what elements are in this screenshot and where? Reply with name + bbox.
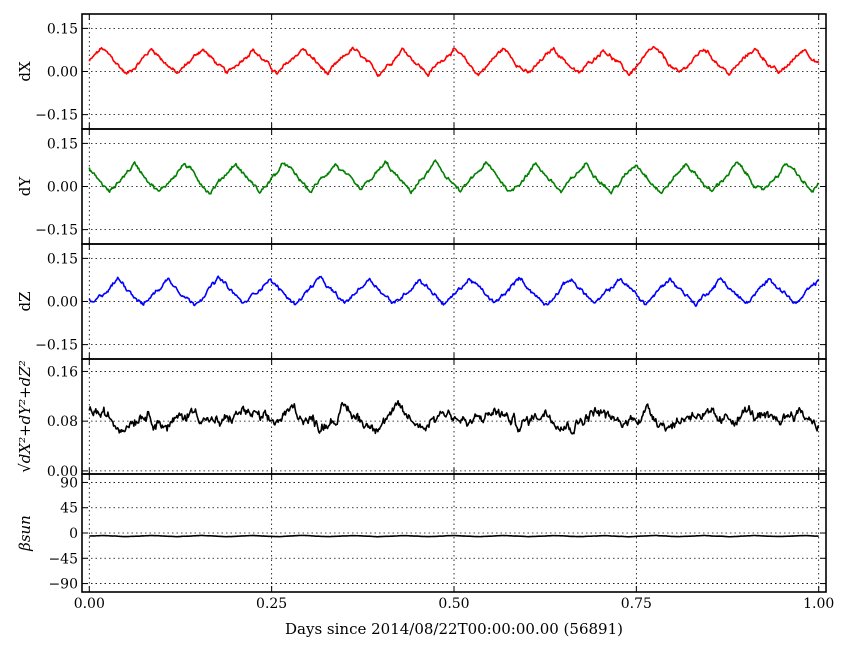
y-tick-label: 0.00 xyxy=(47,295,78,311)
plot-frame xyxy=(81,13,827,130)
series-line xyxy=(88,45,820,78)
y-tick-label: 0.15 xyxy=(47,136,78,152)
y-axis-label: dY xyxy=(16,176,34,197)
y-tick-label: 90 xyxy=(60,475,78,491)
y-tick-label: −0.15 xyxy=(35,223,78,239)
y-tick-label: 0 xyxy=(69,526,78,542)
subplot-5: 90 45 0 −45 −90 βsun xyxy=(16,473,827,593)
y-axis-label: βsun xyxy=(16,515,34,552)
y-tick-label: 0.15 xyxy=(47,251,78,267)
subplot-3: 0.15 0.00 −0.15 dZ xyxy=(16,243,827,360)
plot-frame xyxy=(81,243,827,360)
plot-frame xyxy=(81,358,827,475)
x-tick-label: 0.50 xyxy=(438,596,469,612)
series-line xyxy=(88,275,820,307)
y-tick-label: 45 xyxy=(60,501,78,517)
series-line xyxy=(88,400,820,435)
x-tick-label: 0.00 xyxy=(74,596,105,612)
x-axis-label: Days since 2014/08/22T00:00:00.00 (56891… xyxy=(285,620,623,638)
y-axis-label: dZ xyxy=(16,291,34,311)
subplot-1: 0.15 0.00 −0.15 dX xyxy=(16,13,827,130)
y-tick-label: −0.15 xyxy=(35,338,78,354)
y-tick-label: −45 xyxy=(48,551,78,567)
y-tick-label: 0.16 xyxy=(47,364,78,380)
plot-frame xyxy=(81,128,827,245)
y-tick-label: 0.08 xyxy=(47,414,78,430)
y-tick-label: −0.15 xyxy=(35,108,78,124)
y-tick-label: 0.15 xyxy=(47,21,78,37)
y-tick-label: 0.00 xyxy=(47,65,78,81)
y-axis-label: √dX²+dY²+dZ² xyxy=(16,360,34,473)
subplot-2: 0.15 0.00 −0.15 dY xyxy=(16,128,827,245)
y-tick-label: 0.00 xyxy=(47,464,78,480)
series-line xyxy=(89,534,819,538)
y-tick-label: −90 xyxy=(48,577,78,593)
subplots: 0.15 0.00 −0.15 dX 0.15 0.00 −0.15 dY 0.15 0.00 −0… xyxy=(16,13,834,612)
subplot-4: 0.16 0.08 0.00 √dX²+dY²+dZ² xyxy=(16,358,827,480)
x-tick-label: 1.00 xyxy=(803,596,834,612)
y-axis-label: dX xyxy=(16,61,34,82)
x-tick-label: 0.25 xyxy=(256,596,287,612)
x-tick-label: 0.75 xyxy=(621,596,652,612)
series-line xyxy=(88,159,819,195)
y-tick-label: 0.00 xyxy=(47,180,78,196)
